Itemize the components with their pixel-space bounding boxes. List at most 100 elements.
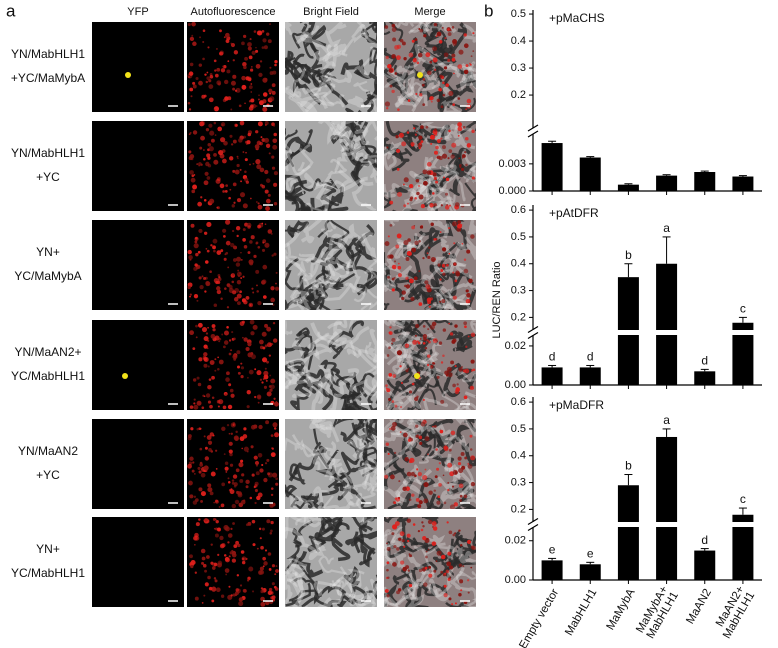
cell-outline [448,22,468,55]
chloroplast [190,95,193,98]
cell-outline [396,69,422,103]
chloroplast [384,101,391,107]
chloroplast [471,176,475,180]
cell-outline [292,59,332,86]
chloroplast [207,575,211,580]
chloroplast [227,266,230,269]
chloroplast [398,132,404,138]
chloroplast [457,223,463,229]
cell-outline [461,61,476,83]
cell-outline [384,320,406,326]
cell-outline [285,128,298,141]
chloroplast [424,346,428,350]
cell-outline [299,289,320,310]
chloroplast [459,166,462,169]
y-tick-label: 0.4 [511,258,526,270]
cell-outline [384,419,404,436]
cell-outline [308,332,330,361]
chloroplast [204,569,208,573]
chloroplast [416,61,420,65]
chloroplast [422,334,428,339]
chloroplast [245,296,250,300]
chloroplast [193,404,199,410]
chloroplast [430,256,436,262]
chloroplast [204,582,209,587]
chloroplast [202,29,206,33]
chloroplast [236,365,240,369]
cell-outline [340,58,365,76]
chloroplast [262,106,268,112]
cell-outline [386,146,413,160]
chloroplast [263,374,269,380]
chloroplast [207,440,213,445]
cell-outline [285,148,289,172]
chloroplast [264,462,268,465]
chloroplast [187,249,192,255]
chloroplast [217,553,220,556]
chloroplast [428,490,433,495]
cell-outline [304,495,334,509]
chloroplast [193,294,199,299]
chloroplast [233,544,238,549]
cell-outline [419,447,443,464]
chloroplast [192,184,198,190]
chloroplast [386,146,389,149]
chloroplast [470,481,476,487]
chloroplast [259,60,263,63]
image-bg [92,419,184,509]
chloroplast [451,26,455,29]
chloroplast [457,122,463,127]
chloroplast [188,156,193,161]
chloroplast [399,365,402,368]
chloroplast [215,519,219,524]
cell-outline [434,273,474,300]
chloroplast [229,188,232,191]
chloroplast [423,180,428,186]
chloroplast [244,170,247,173]
image [187,517,279,607]
cell-outline [304,172,323,191]
row-label: +YC [36,468,60,482]
chloroplast [417,52,423,58]
cell-outline [408,22,432,34]
chloroplast [262,264,268,270]
chloroplast [257,401,260,404]
chloroplast [252,291,255,294]
chloroplast [212,328,216,332]
chloroplast [396,167,400,171]
row-label: +YC [36,170,60,184]
cell-outline [369,47,377,76]
chloroplast [413,396,419,402]
chloroplast [384,241,390,247]
chloroplast [247,132,252,137]
chloroplast [275,271,278,274]
micrograph [92,22,184,112]
chloroplast [402,432,408,438]
image [187,22,279,112]
chloroplast [188,108,192,111]
chloroplast [441,27,444,29]
chloroplast [230,242,235,248]
chloroplast [207,365,210,368]
chloroplast [436,98,441,103]
chloroplast [452,295,457,300]
y-tick-label: 0.2 [511,89,526,101]
chloroplast [195,522,200,527]
chloroplast [447,32,452,36]
row-label: YN+ [36,542,60,556]
cell-outline [394,86,415,108]
chloroplast [200,548,206,554]
chloroplast [213,108,216,111]
bar [732,335,754,385]
cell-outline [418,366,444,376]
chloroplast [468,278,473,284]
chloroplast [239,436,245,442]
chloroplast [459,544,463,547]
chloroplast [207,142,212,147]
chloroplast [211,566,216,570]
cell-outline [337,487,376,509]
chloroplast [194,263,198,267]
cell-outline [397,330,415,349]
cell-outline [290,260,307,276]
chloroplast [259,339,264,345]
